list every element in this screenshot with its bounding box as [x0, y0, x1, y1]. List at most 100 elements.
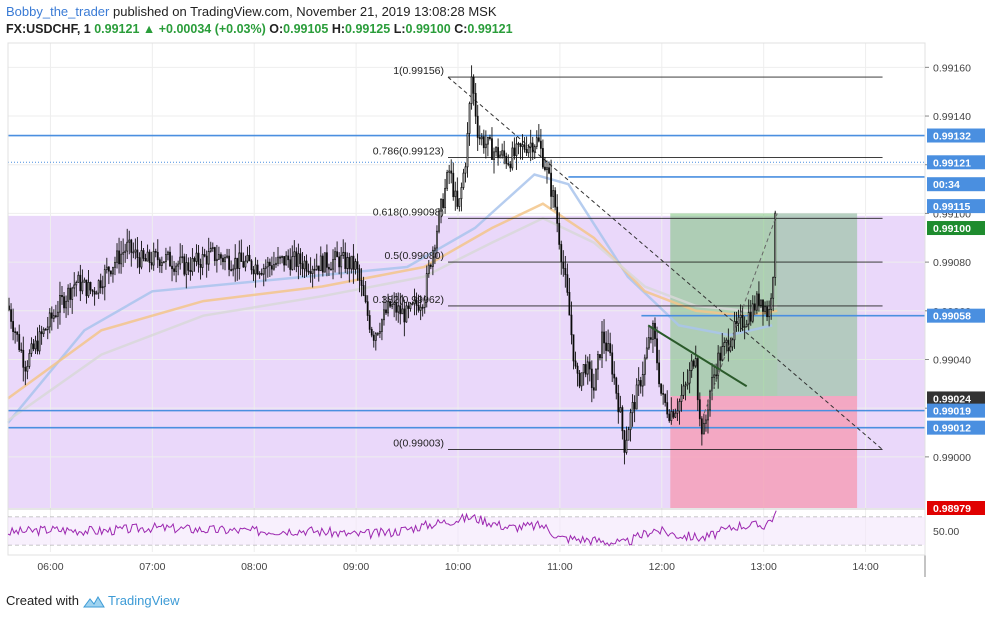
candle-body: [57, 311, 59, 317]
candle-body: [580, 372, 583, 387]
candle-body: [59, 294, 61, 313]
candle-body: [389, 301, 391, 307]
candle-body: [185, 262, 188, 275]
candle-body: [427, 264, 430, 274]
candle-body: [760, 299, 762, 306]
candle-body: [440, 198, 442, 212]
author-name[interactable]: Bobby_the_trader: [6, 4, 110, 19]
y-tick-label: 0.99000: [933, 452, 971, 464]
candle-body: [291, 256, 294, 270]
candle-body: [268, 261, 271, 266]
candle-body: [654, 322, 656, 340]
candle-body: [97, 280, 100, 294]
candle-body: [246, 254, 249, 262]
close-label: C:: [454, 22, 468, 36]
candle-body: [171, 265, 173, 270]
candle-body: [466, 133, 469, 168]
candle-body: [24, 366, 27, 372]
candle-body: [177, 263, 180, 267]
price-badge-label: 0.99012: [933, 423, 971, 435]
candle-body: [336, 251, 339, 258]
candle-body: [444, 187, 447, 208]
candle-body: [158, 259, 161, 266]
candle-body: [179, 256, 182, 265]
candle-body: [360, 280, 363, 286]
candle-body: [550, 172, 552, 197]
candle-body: [684, 384, 687, 387]
tradingview-brand[interactable]: TradingView: [108, 593, 180, 608]
candle-body: [613, 373, 616, 379]
symbol-info-line: FX:USDCHF, 1 0.99121 ▲ +0.00034 (+0.03%)…: [6, 22, 513, 36]
candle-body: [434, 247, 436, 251]
candle-body: [279, 256, 281, 259]
candle-body: [20, 349, 23, 352]
candle-body: [30, 343, 33, 354]
candle-body: [103, 269, 106, 288]
candle-body: [220, 254, 222, 259]
candle-body: [142, 250, 145, 259]
open-value: 0.99105: [283, 22, 329, 36]
candle-body: [285, 255, 288, 266]
candle-body: [584, 364, 587, 375]
candle-body: [254, 264, 257, 275]
candle-body: [154, 250, 157, 253]
candle-body: [770, 297, 773, 310]
moving-average-line: [7, 202, 778, 400]
candle-body: [678, 401, 681, 412]
candle-body: [63, 296, 65, 309]
candle-body: [385, 309, 387, 314]
candle-body: [768, 309, 771, 318]
candle-body: [120, 253, 123, 265]
candle-body: [544, 166, 546, 170]
price-badge: [927, 221, 985, 236]
rsi-line: [7, 510, 777, 547]
candle-body: [409, 303, 412, 309]
candle-body: [446, 171, 449, 189]
candle-body: [293, 251, 296, 257]
candle-body: [346, 257, 349, 269]
candle-body: [195, 252, 198, 262]
candle-body: [517, 143, 520, 145]
candle-body: [262, 268, 265, 275]
tradingview-logo-icon: [82, 595, 105, 608]
candle-body: [586, 361, 589, 375]
candle-body: [99, 280, 102, 289]
price-badge: [927, 155, 985, 170]
candle-body: [368, 315, 371, 330]
candle-body: [609, 343, 612, 354]
candle-body: [160, 262, 163, 266]
candle-body: [36, 340, 39, 352]
price-badge: [927, 308, 985, 323]
candle-body: [32, 343, 35, 350]
candle-body: [71, 287, 74, 300]
candle-body: [305, 260, 308, 272]
y-tick-label: 0.99140: [933, 111, 971, 123]
candle-body: [50, 312, 53, 319]
candle-body: [454, 190, 457, 198]
candle-body: [564, 268, 567, 276]
candle-body: [597, 354, 599, 370]
y-tick-label: 0.99040: [933, 354, 971, 366]
candle-body: [183, 256, 186, 275]
candle-body: [383, 309, 385, 321]
price-badge: [927, 403, 985, 418]
candle-body: [476, 115, 479, 138]
candle-body: [715, 374, 718, 377]
candle-body: [764, 306, 766, 312]
candle-body: [470, 76, 473, 104]
candle-body: [338, 256, 341, 268]
candle-body: [116, 250, 118, 263]
candle-body: [275, 262, 277, 265]
price-change: +0.00034 (+0.03%): [158, 22, 266, 36]
candle-body: [79, 274, 82, 292]
price-chart[interactable]: 1(0.99156) 0.786(0.99123) 0.618(0.99098) 0.…: [0, 0, 988, 590]
price-badge: [927, 128, 985, 143]
candle-body: [374, 333, 377, 341]
candle-body: [236, 257, 239, 269]
candle-body: [774, 212, 777, 278]
candle-body: [140, 250, 143, 268]
x-tick-label: 13:00: [751, 561, 777, 573]
candle-body: [503, 150, 506, 157]
candle-body: [721, 346, 724, 361]
candle-body: [423, 299, 426, 308]
